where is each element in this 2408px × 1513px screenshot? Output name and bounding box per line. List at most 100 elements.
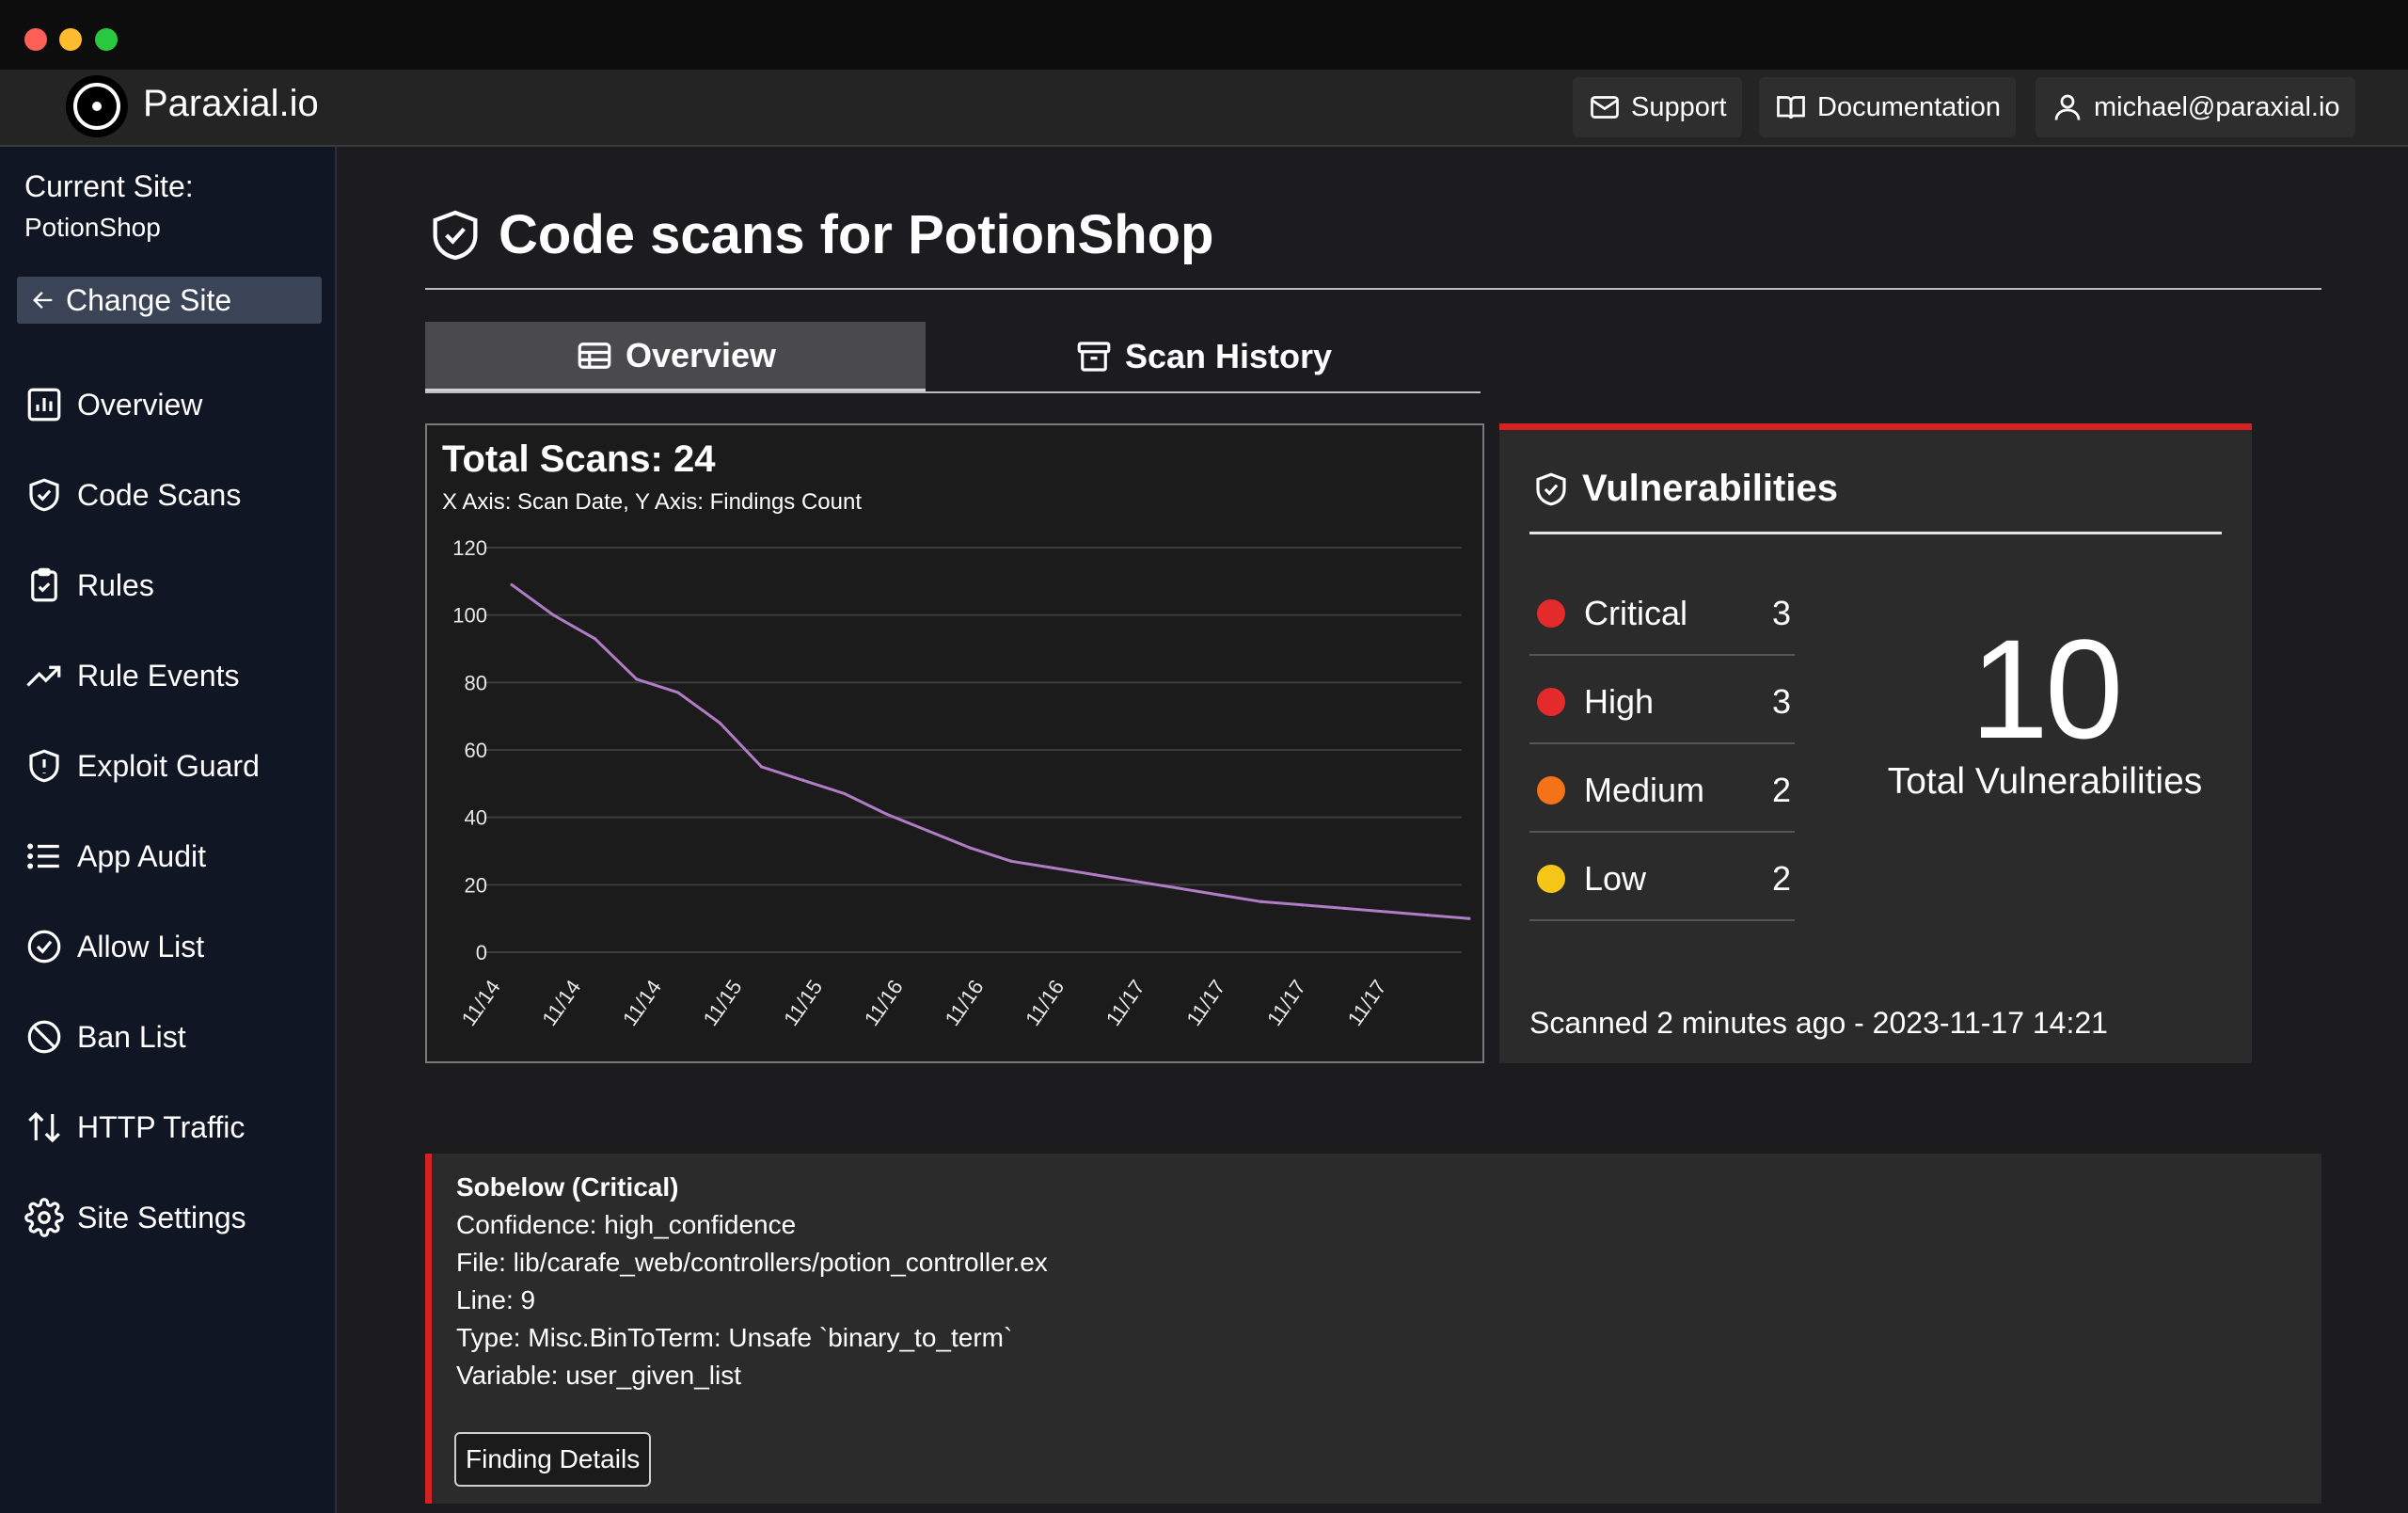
x-tick-label: 11/16 — [860, 976, 908, 1030]
finding-type: Type: Misc.BinToTerm: Unsafe `binary_to_… — [456, 1323, 1013, 1352]
data-point — [1134, 880, 1138, 884]
x-tick-label: 11/14 — [537, 976, 585, 1030]
sidebar-item-rule-events[interactable]: Rule Events — [24, 647, 240, 704]
tab-overview[interactable]: Overview — [425, 322, 926, 391]
severity-dot-icon — [1537, 865, 1565, 893]
page-title: Code scans for PotionShop — [425, 203, 1214, 266]
data-point — [843, 791, 847, 796]
paraxial-logo-icon[interactable] — [66, 75, 128, 137]
x-tick-label: 11/14 — [457, 976, 505, 1030]
data-point — [884, 812, 888, 816]
severity-count: 3 — [1771, 594, 1791, 632]
list-icon — [27, 843, 59, 869]
sidebar-item-allow-list[interactable]: Allow List — [24, 918, 204, 975]
brand-name[interactable]: Paraxial.io — [143, 83, 319, 124]
shield-check-icon — [29, 478, 59, 512]
severity-count: 3 — [1771, 682, 1791, 721]
documentation-button[interactable]: Documentation — [1759, 77, 2017, 137]
x-tick-label: 11/15 — [699, 976, 747, 1030]
ban-icon — [27, 1020, 61, 1054]
window-close-button[interactable] — [24, 28, 47, 51]
support-button[interactable]: Support — [1573, 77, 1742, 137]
app-header: Paraxial.io Support Documentation michae… — [0, 70, 2408, 147]
total-vulnerabilities-count: 10 — [1970, 610, 2124, 768]
y-tick-label: 120 — [452, 536, 487, 560]
trending-up-icon — [26, 665, 61, 687]
sidebar-item-ban-list[interactable]: Ban List — [24, 1009, 186, 1065]
data-point — [551, 613, 555, 617]
sidebar-item-label: Rules — [77, 567, 154, 602]
title-divider — [425, 288, 2321, 290]
sidebar-item-label: Ban List — [77, 1019, 186, 1054]
sidebar-item-rules[interactable]: Rules — [24, 557, 154, 613]
x-tick-label: 11/17 — [1343, 976, 1391, 1030]
tab-label: Scan History — [1124, 337, 1333, 375]
sidebar-item-label: HTTP Traffic — [77, 1109, 246, 1144]
sidebar-item-code-scans[interactable]: Code Scans — [24, 467, 241, 523]
severity-label: Medium — [1584, 771, 1705, 809]
arrow-left-icon — [33, 292, 53, 309]
sidebar-item-label: Exploit Guard — [77, 748, 260, 783]
x-tick-label: 11/14 — [618, 976, 666, 1030]
user-account-button[interactable]: michael@paraxial.io — [2036, 77, 2355, 137]
data-point — [1342, 906, 1346, 911]
severity-count: 2 — [1771, 859, 1791, 898]
sidebar-item-exploit-guard[interactable]: Exploit Guard — [24, 738, 260, 794]
data-point — [759, 765, 764, 769]
data-point — [1259, 900, 1263, 903]
y-tick-label: 80 — [465, 671, 487, 694]
window-zoom-button[interactable] — [95, 28, 118, 51]
y-tick-label: 40 — [465, 806, 487, 830]
page-title-text: Code scans for PotionShop — [499, 204, 1214, 265]
sidebar-item-app-audit[interactable]: App Audit — [24, 828, 206, 884]
x-tick-label: 11/16 — [1021, 976, 1069, 1030]
archive-icon — [1077, 342, 1111, 372]
severity-label: High — [1584, 682, 1655, 721]
data-point — [927, 829, 930, 833]
data-point — [1384, 910, 1388, 914]
sidebar-item-label: Code Scans — [77, 477, 242, 512]
data-point — [801, 778, 805, 782]
sidebar: Current Site: PotionShop Change Site Ove… — [0, 147, 337, 1513]
finding-card: Sobelow (Critical) Confidence: high_conf… — [425, 1154, 2321, 1504]
chart-subtitle: X Axis: Scan Date, Y Axis: Findings Coun… — [442, 489, 863, 515]
chart-title: Total Scans: 24 — [442, 438, 716, 480]
findings-line-chart: 0 20 40 60 80 100 120 11/14 11/14 11/14 11/15 11/15… — [452, 536, 1471, 1030]
current-site-name: PotionShop — [24, 213, 161, 242]
tab-scan-history[interactable]: Scan History — [926, 322, 1481, 391]
x-tick-label: 11/16 — [940, 976, 988, 1030]
vulnerabilities-heading: Vulnerabilities — [1531, 468, 1838, 510]
shield-check-icon — [433, 210, 478, 260]
clipboard-check-icon — [31, 567, 57, 602]
finding-details-button[interactable]: Finding Details — [454, 1432, 652, 1487]
change-site-button[interactable]: Change Site — [17, 277, 322, 324]
book-open-icon — [1777, 96, 1805, 119]
y-tick-label: 60 — [465, 739, 487, 762]
window-minimize-button[interactable] — [59, 28, 82, 51]
sidebar-item-site-settings[interactable]: Site Settings — [24, 1189, 246, 1246]
severity-count: 2 — [1771, 771, 1791, 809]
table-icon — [578, 342, 611, 369]
user-email: michael@paraxial.io — [2094, 91, 2340, 122]
sidebar-item-label: Rule Events — [77, 658, 240, 693]
data-point — [1051, 866, 1054, 870]
data-point — [1426, 913, 1430, 917]
data-point — [718, 721, 721, 725]
documentation-label: Documentation — [1817, 91, 2002, 122]
data-point — [593, 637, 597, 641]
window-titlebar — [0, 0, 2408, 70]
finding-confidence: Confidence: high_confidence — [456, 1210, 797, 1239]
data-point — [510, 582, 514, 587]
severity-row-high: High 3 — [1529, 656, 1795, 744]
sidebar-item-http-traffic[interactable]: HTTP Traffic — [24, 1099, 245, 1155]
finding-variable: Variable: user_given_list — [456, 1361, 741, 1390]
sidebar-item-label: App Audit — [77, 838, 206, 873]
shield-check-icon — [1536, 472, 1566, 505]
sidebar-item-overview[interactable]: Overview — [24, 376, 202, 433]
tab-bar: Overview Scan History — [425, 322, 1481, 393]
data-point — [1217, 893, 1222, 897]
data-point — [1009, 859, 1013, 863]
y-tick-label: 0 — [476, 941, 487, 964]
bar-chart-icon — [27, 388, 61, 422]
series-line — [511, 583, 1470, 920]
